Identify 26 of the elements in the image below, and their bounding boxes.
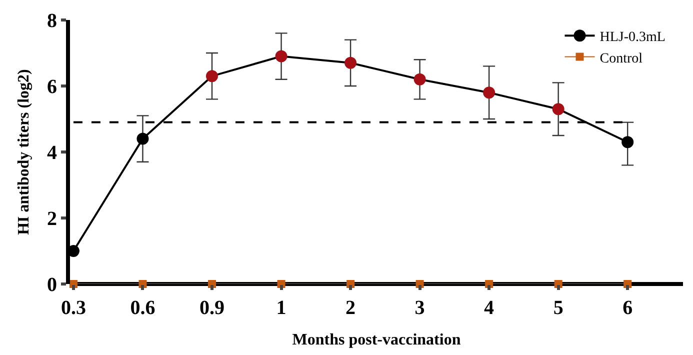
- x-tick-label: 0.6: [130, 297, 156, 319]
- y-tick-label: 2: [47, 208, 57, 230]
- y-tick-label: 4: [47, 142, 57, 164]
- x-tick-label: 3: [414, 297, 425, 319]
- legend-label: Control: [600, 51, 643, 66]
- point: [622, 136, 634, 148]
- x-axis-title: Months post-vaccination: [292, 332, 461, 349]
- point: [136, 132, 149, 145]
- legend-label: HLJ-0.3mL: [600, 30, 666, 46]
- x-tick-label: 4: [484, 297, 494, 319]
- point: [414, 73, 426, 86]
- point: [483, 86, 496, 99]
- y-tick-label: 8: [47, 10, 57, 32]
- point: [275, 50, 288, 62]
- y-tick-label: 6: [47, 76, 57, 98]
- point: [344, 56, 357, 69]
- y-tick-label: 0: [47, 274, 57, 296]
- y-axis-title: HI antibody titers (log2): [15, 69, 32, 235]
- x-tick-label: 5: [553, 297, 564, 319]
- point: [206, 70, 218, 82]
- x-tick-label: 0.9: [199, 297, 224, 319]
- x-tick-label: 6: [622, 297, 633, 319]
- point: [552, 103, 564, 116]
- x-tick-label: 2: [346, 297, 356, 319]
- x-tick-label: 1: [276, 297, 286, 319]
- x-tick-label: 0.3: [60, 297, 86, 319]
